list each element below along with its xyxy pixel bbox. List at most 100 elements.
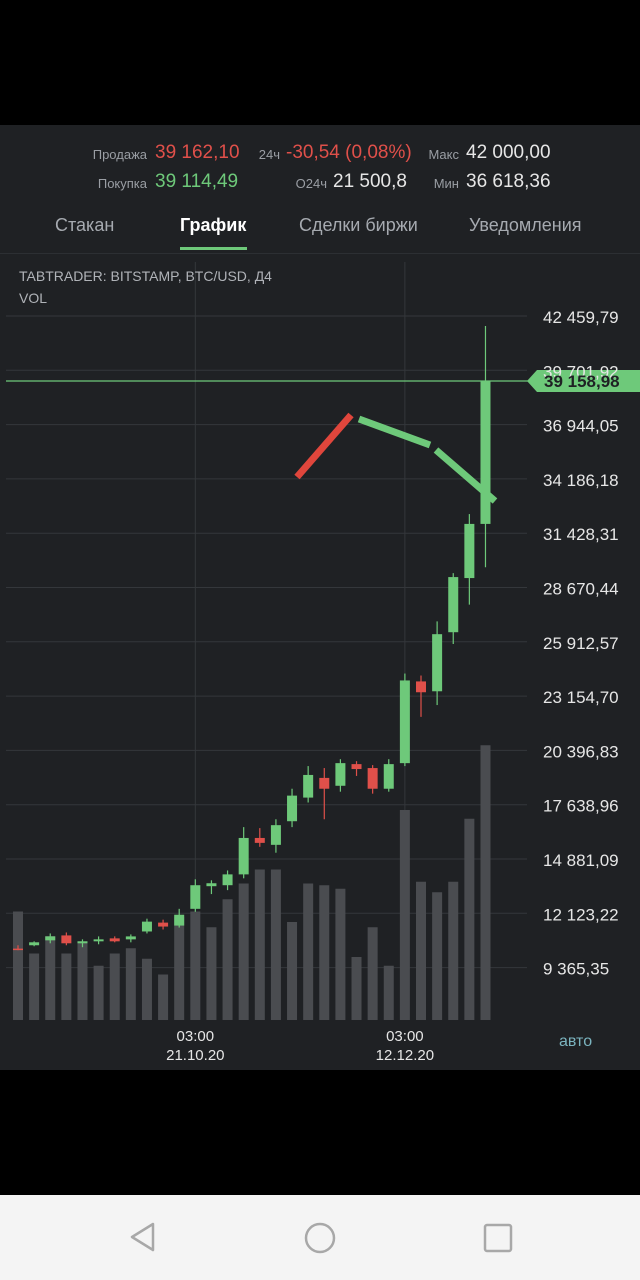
min-value: 36 618,36 <box>466 171 551 192</box>
max-value: 42 000,00 <box>466 142 551 163</box>
chart-title: TABTRADER: BITSTAMP, BTC/USD, Д4 <box>19 268 272 284</box>
annotation-stroke-red <box>294 412 354 480</box>
y-tick-label: 36 944,05 <box>543 417 619 436</box>
volume-bar <box>303 883 314 1020</box>
candle-body <box>222 874 233 886</box>
volume-bar <box>190 911 201 1020</box>
candle-body <box>190 885 201 909</box>
back-icon[interactable] <box>128 1221 158 1253</box>
volume-bar <box>335 888 346 1020</box>
tab-chart[interactable]: График <box>180 215 247 235</box>
auto-scale-button[interactable]: авто <box>559 1033 593 1050</box>
home-icon[interactable] <box>303 1221 337 1255</box>
annotation-stroke-green <box>433 447 498 504</box>
candle-body <box>13 948 23 951</box>
tab-bar: Стакан График Сделки биржи Уведомления <box>0 203 640 254</box>
candlestick-chart[interactable]: 42 459,79 39 701,92 36 944,05 34 186,18 31 4… <box>0 253 640 1070</box>
ticker-panel: Продажа 39 162,10 Покупка 39 114,49 24ч … <box>0 125 640 197</box>
y-tick-label: 25 912,57 <box>543 634 619 653</box>
volume-bar <box>367 927 378 1020</box>
y-tick-label: 28 670,44 <box>543 580 619 599</box>
x-tick-date: 21.10.20 <box>166 1047 224 1064</box>
candle-body <box>448 577 459 633</box>
trading-app: Продажа 39 162,10 Покупка 39 114,49 24ч … <box>0 125 640 1070</box>
candle-body <box>319 777 330 789</box>
volume-bar <box>270 869 281 1020</box>
volume-bar <box>158 974 169 1020</box>
volume-bar <box>125 948 136 1020</box>
candle-body <box>416 681 426 693</box>
volume-bar <box>174 916 185 1020</box>
candle-body <box>29 942 40 946</box>
current-price-tag <box>527 369 640 392</box>
candle-body <box>77 941 88 944</box>
buy-price: 39 114,49 <box>155 171 239 192</box>
x-tick-date: 12.12.20 <box>376 1047 434 1064</box>
y-tick-label: 12 123,22 <box>543 905 619 924</box>
volume-bar <box>254 869 265 1020</box>
candle-body <box>45 936 56 941</box>
volume-bar <box>141 958 152 1020</box>
recents-icon[interactable] <box>482 1222 514 1254</box>
y-tick-label: 9 365,35 <box>543 960 609 979</box>
active-tab-indicator <box>180 247 247 250</box>
current-price-value: 39 158,98 <box>544 372 620 391</box>
candle-body <box>367 768 378 789</box>
volume-bar <box>432 892 443 1020</box>
volume-bar <box>464 818 475 1020</box>
y-tick-label: 14 881,09 <box>543 851 619 870</box>
volume-bar <box>416 881 426 1020</box>
tab-trades[interactable]: Сделки биржи <box>299 215 418 235</box>
volume-bar <box>238 883 249 1020</box>
volume-bar <box>399 810 410 1020</box>
volume-bar <box>29 953 40 1020</box>
volume-bar <box>222 899 233 1020</box>
y-tick-label: 42 459,79 <box>543 308 619 327</box>
max-label: Макс <box>428 147 459 162</box>
candle-body <box>480 380 491 524</box>
candle-body <box>125 936 136 940</box>
tab-order-book[interactable]: Стакан <box>55 215 115 235</box>
y-tick-label: 31 428,31 <box>543 525 619 544</box>
candle-body <box>335 763 346 786</box>
volume-24h-value: 21 500,8 <box>333 171 407 192</box>
sell-price: 39 162,10 <box>155 142 240 163</box>
candle-body <box>399 680 410 764</box>
candle-body <box>109 938 120 942</box>
candle-body <box>464 523 475 579</box>
volume-bar <box>61 953 72 1020</box>
volume-24h-label: O24ч <box>295 176 327 191</box>
volume-bar <box>206 927 217 1020</box>
x-tick-time: 03:00 <box>177 1028 215 1045</box>
volume-bar <box>480 745 491 1020</box>
volume-bar <box>448 881 459 1020</box>
annotation-stroke-green <box>357 415 432 449</box>
volume-bar <box>351 957 362 1020</box>
system-nav-bar <box>0 1195 640 1280</box>
change-label: 24ч <box>258 147 280 162</box>
y-tick-label: 39 701,92 <box>543 362 619 381</box>
candle-body <box>93 939 104 942</box>
candle-body <box>303 774 314 798</box>
candle-body <box>158 922 169 927</box>
y-tick-label: 23 154,70 <box>543 688 619 707</box>
y-tick-label: 20 396,83 <box>543 742 619 761</box>
candle-body <box>141 921 152 932</box>
x-tick-time: 03:00 <box>386 1028 424 1045</box>
min-label: Мин <box>433 176 459 191</box>
candle-body <box>432 634 443 692</box>
y-tick-label: 17 638,96 <box>543 797 619 816</box>
volume-bar <box>13 911 23 1020</box>
volume-bar <box>287 922 298 1020</box>
volume-indicator-label: VOL <box>19 290 48 306</box>
candle-body <box>270 825 281 845</box>
volume-bar <box>383 965 394 1020</box>
y-tick-label: 34 186,18 <box>543 471 619 490</box>
candle-body <box>206 883 217 887</box>
change-value: -30,54 (0,08%) <box>286 142 412 163</box>
candle-body <box>287 795 298 822</box>
candle-body <box>254 837 265 843</box>
candle-body <box>383 764 394 789</box>
tab-alerts[interactable]: Уведомления <box>469 215 582 235</box>
volume-bar <box>93 965 104 1020</box>
